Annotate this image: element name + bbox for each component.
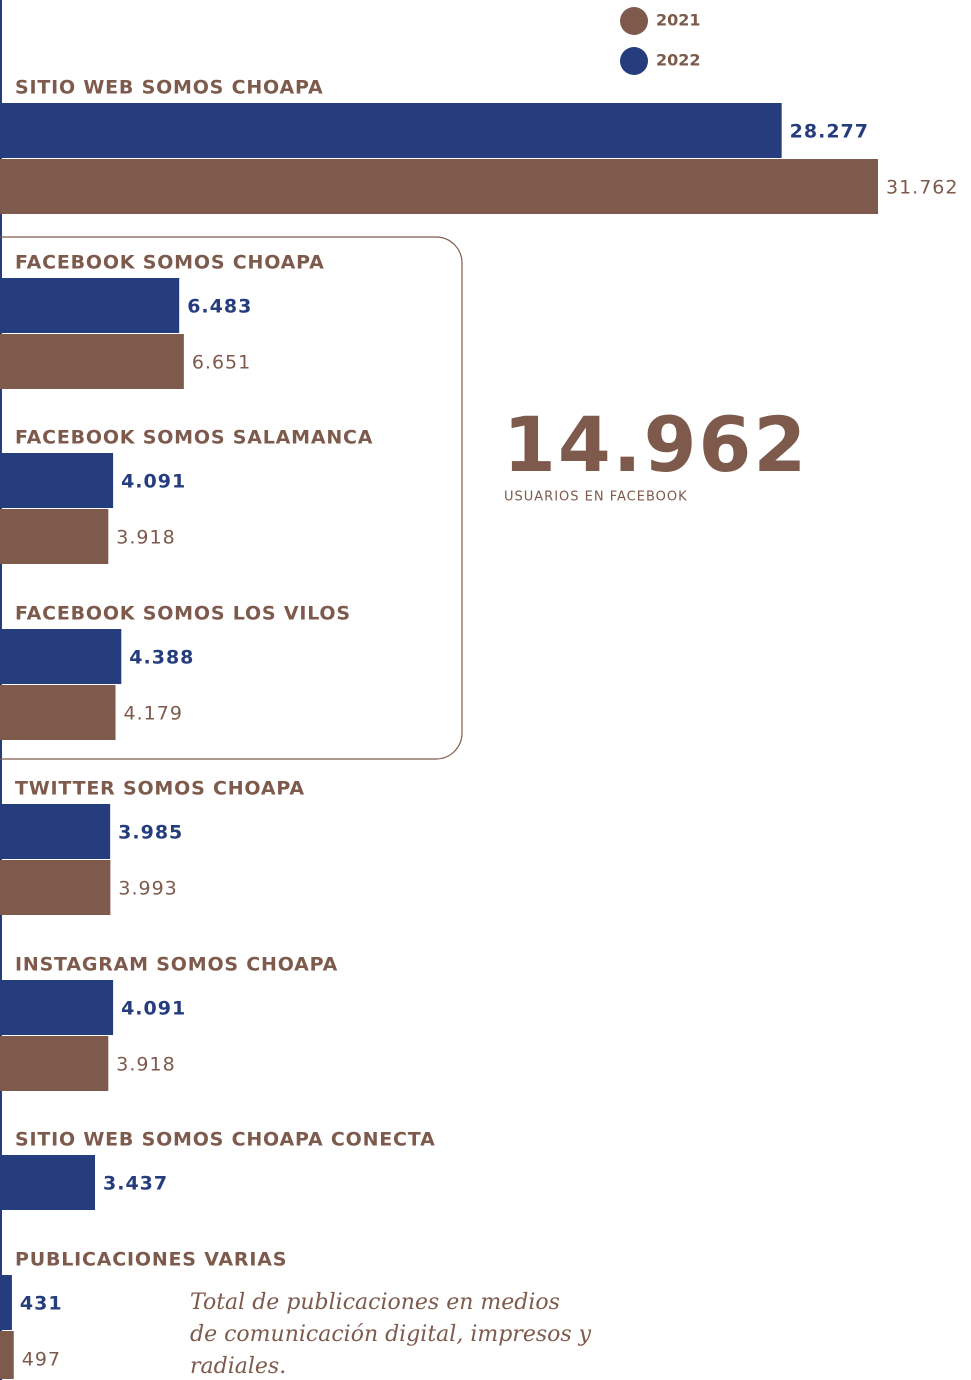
value-label: 4.179 bbox=[124, 703, 183, 725]
category-label: TWITTER SOMOS CHOAPA bbox=[15, 778, 305, 800]
value-label: 6.651 bbox=[192, 352, 251, 374]
bar bbox=[0, 159, 878, 214]
bar bbox=[0, 1331, 14, 1379]
category-label: FACEBOOK SOMOS LOS VILOS bbox=[15, 603, 351, 625]
value-label: 28.277 bbox=[790, 121, 869, 143]
facebook-box bbox=[0, 236, 463, 760]
value-label: 3.993 bbox=[118, 878, 177, 900]
bar bbox=[0, 509, 109, 564]
value-label: 3.918 bbox=[116, 527, 175, 549]
legend-label: 2021 bbox=[656, 11, 701, 30]
value-label: 431 bbox=[20, 1293, 63, 1315]
bar bbox=[0, 1036, 109, 1091]
category-label: SITIO WEB SOMOS CHOAPA CONECTA bbox=[15, 1129, 436, 1151]
bar bbox=[0, 334, 184, 389]
bar bbox=[0, 980, 114, 1035]
note-line: Total de publicaciones en medios bbox=[190, 1290, 560, 1315]
category-label: FACEBOOK SOMOS SALAMANCA bbox=[15, 427, 373, 449]
value-label: 4.091 bbox=[121, 471, 186, 493]
bar bbox=[0, 1275, 12, 1330]
note-line: radiales. bbox=[190, 1354, 286, 1379]
value-label: 3.985 bbox=[118, 822, 183, 844]
category-label: FACEBOOK SOMOS CHOAPA bbox=[15, 252, 325, 274]
legend-swatch bbox=[620, 7, 648, 35]
facebook-total: 14.962 bbox=[503, 400, 808, 489]
value-label: 31.762 bbox=[886, 177, 958, 199]
value-label: 3.918 bbox=[116, 1054, 175, 1076]
bar bbox=[0, 629, 122, 684]
value-label: 4.388 bbox=[129, 647, 194, 669]
value-label: 6.483 bbox=[187, 296, 252, 318]
legend-label: 2022 bbox=[656, 51, 701, 70]
value-label: 3.437 bbox=[103, 1173, 168, 1195]
value-label: 4.091 bbox=[121, 998, 186, 1020]
note-line: de comunicación digital, impresos y bbox=[190, 1322, 592, 1347]
category-label: INSTAGRAM SOMOS CHOAPA bbox=[15, 954, 338, 976]
bar bbox=[0, 860, 111, 915]
bar bbox=[0, 804, 111, 859]
legend-swatch bbox=[620, 47, 648, 75]
bar bbox=[0, 453, 114, 508]
facebook-total-label: USUARIOS EN FACEBOOK bbox=[504, 490, 688, 505]
value-label: 497 bbox=[22, 1349, 61, 1371]
bar bbox=[0, 1155, 96, 1210]
bar bbox=[0, 278, 180, 333]
category-label: PUBLICACIONES VARIAS bbox=[15, 1249, 287, 1271]
bar bbox=[0, 103, 782, 158]
category-label: SITIO WEB SOMOS CHOAPA bbox=[15, 77, 323, 99]
bar bbox=[0, 685, 116, 740]
